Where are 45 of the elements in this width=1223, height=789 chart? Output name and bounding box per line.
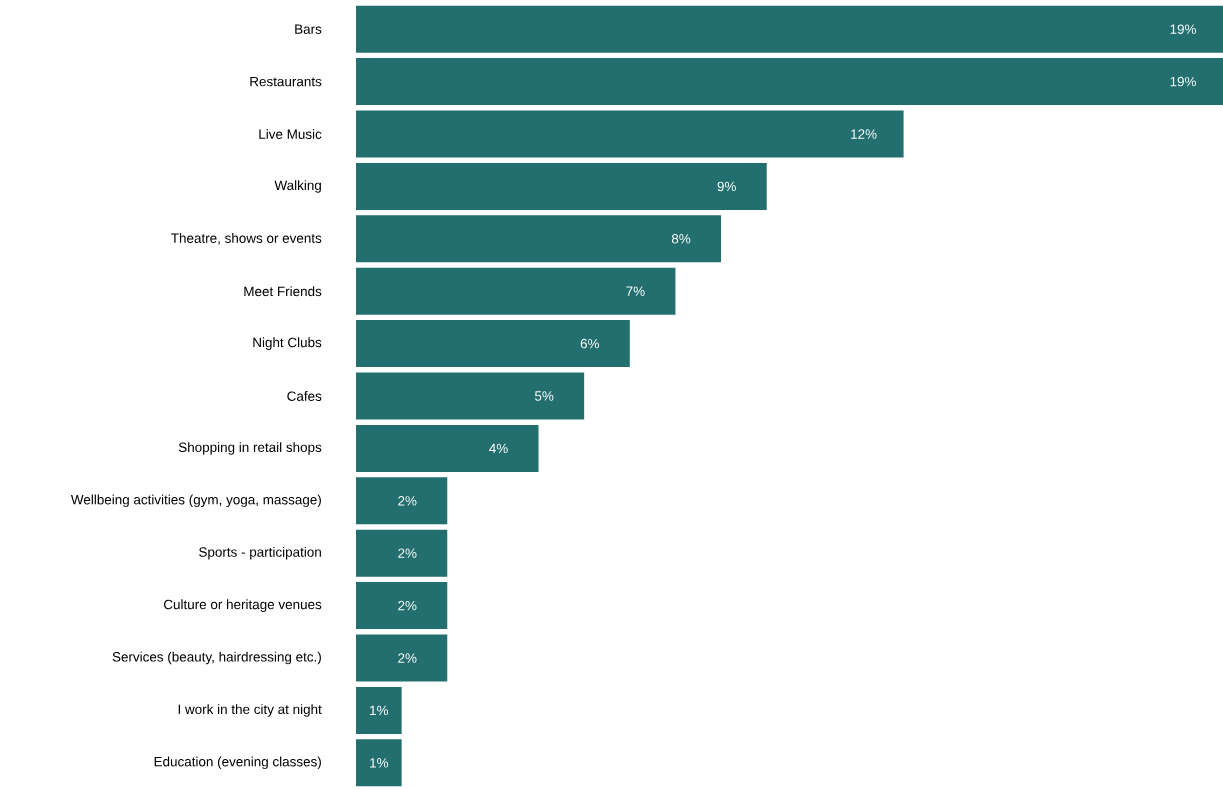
- y-tick-label: Live Music: [259, 129, 322, 139]
- data-label: 19%: [1170, 76, 1196, 87]
- bar: [356, 477, 448, 525]
- bar: [356, 58, 1223, 106]
- y-tick-label: Sports - participation: [199, 546, 321, 560]
- y-tick-label: Shopping in retail shops: [178, 442, 322, 455]
- data-label: 8%: [671, 234, 691, 244]
- y-tick-label: Walking: [274, 180, 321, 193]
- data-label: 4%: [489, 443, 508, 454]
- data-label: 1%: [370, 758, 389, 768]
- data-label: 2%: [398, 548, 417, 558]
- bar: [356, 529, 448, 577]
- data-label: 1%: [370, 705, 389, 716]
- data-label: 2%: [398, 600, 417, 611]
- bar: [356, 739, 402, 787]
- y-tick-label: Restaurants: [250, 76, 322, 87]
- y-tick-label: Services (beauty, hairdressing etc.): [112, 651, 321, 665]
- y-tick-label: I work in the city at night: [178, 704, 322, 717]
- data-label: 2%: [398, 653, 417, 663]
- y-tick-label: Bars: [295, 24, 322, 34]
- bar: [356, 424, 539, 472]
- bar: [356, 215, 722, 263]
- bar: [356, 267, 676, 315]
- data-label: 5%: [534, 391, 554, 401]
- y-tick-label: Culture or heritage venues: [163, 599, 322, 612]
- data-label: 19%: [1170, 24, 1196, 34]
- bar: [356, 686, 402, 734]
- y-tick-label: Theatre, shows or events: [171, 233, 322, 245]
- data-label: 12%: [851, 129, 877, 139]
- bar: [356, 582, 448, 630]
- data-label: 2%: [398, 496, 417, 506]
- data-label: 9%: [717, 181, 736, 192]
- bar: [356, 110, 904, 158]
- bar: [356, 162, 767, 210]
- y-tick-label: Meet Friends: [244, 286, 322, 297]
- data-label: 7%: [626, 286, 645, 296]
- data-label: 6%: [580, 338, 600, 349]
- y-tick-label: Wellbeing activities (gym, yoga, massage): [70, 494, 321, 508]
- bar: [356, 634, 448, 682]
- y-tick-label: Cafes: [287, 391, 322, 401]
- bar: [356, 320, 630, 368]
- y-tick-label: Night Clubs: [253, 337, 322, 350]
- y-tick-label: Education (evening classes): [154, 756, 321, 770]
- bar: [356, 5, 1223, 53]
- bar: [356, 372, 585, 420]
